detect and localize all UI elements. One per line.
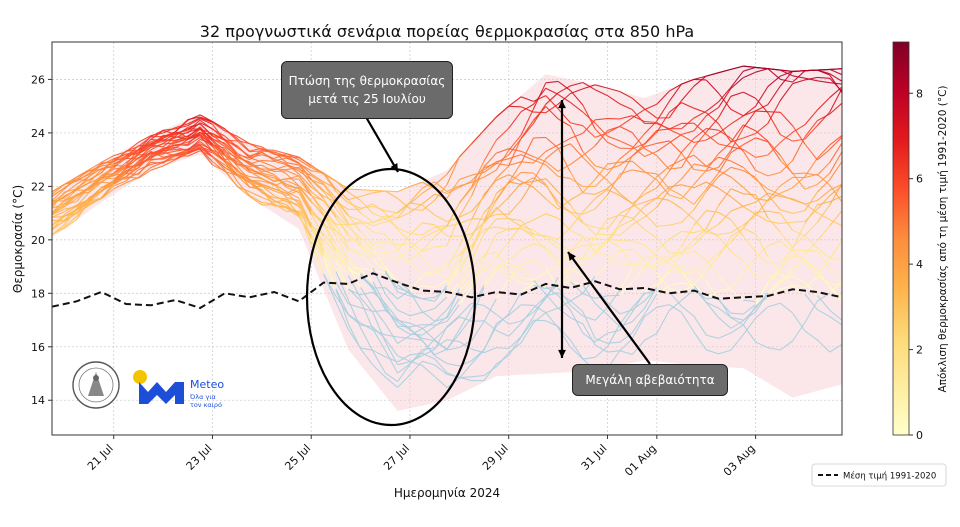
- chart-title: 32 προγνωστικά σενάρια πορείας θερμοκρασ…: [200, 22, 694, 41]
- annotation-temperature-drop: Πτώση της θερμοκρασίας μετά τις 25 Ιουλί…: [281, 61, 453, 119]
- scenario-line-segment: [533, 138, 545, 139]
- colorbar-tick-label: 8: [916, 87, 923, 100]
- y-tick-label: 22: [31, 180, 45, 193]
- x-tick-label: 31 Jul: [579, 442, 610, 473]
- colorbar-tick-label: 0: [916, 429, 923, 442]
- meteo-name: Meteo: [190, 378, 224, 391]
- scenario-line-segment: [373, 259, 385, 260]
- x-tick-label: 21 Jul: [85, 442, 116, 473]
- colorbar-tick-label: 4: [916, 258, 923, 271]
- y-tick-label: 26: [31, 73, 45, 86]
- scenario-line-segment: [101, 182, 113, 183]
- y-axis-label: Θερμοκρασία (°C): [11, 185, 25, 293]
- colorbar-ticks: 0 2 4 6 8: [909, 87, 923, 442]
- y-axis-ticks: 14 16 18 20 22 24 26: [31, 73, 52, 407]
- scenario-line-segment: [361, 190, 373, 191]
- x-tick-label: 23 Jul: [184, 442, 215, 473]
- scenario-line-segment: [348, 268, 360, 269]
- scenario-line-segment: [422, 325, 434, 326]
- scenario-line-segment: [830, 284, 842, 285]
- x-tick-label: 25 Jul: [282, 442, 313, 473]
- scenario-line-segment: [287, 179, 299, 180]
- colorbar-label: Απόκλιση θερμοκρασίας από τη μέση τιμή 1…: [937, 85, 949, 392]
- scenario-line-segment: [533, 112, 545, 113]
- annotation-high-uncertainty: Μεγάλη αβεβαιότητα: [572, 364, 728, 396]
- scenario-line-segment: [620, 241, 632, 242]
- y-tick-label: 14: [31, 394, 45, 407]
- scenario-line-segment: [472, 219, 484, 220]
- y-tick-label: 18: [31, 287, 45, 300]
- scenario-line-segment: [274, 206, 286, 207]
- x-tick-label: 29 Jul: [480, 442, 511, 473]
- logo-observatory: [73, 362, 119, 408]
- scenario-line-segment: [645, 257, 657, 258]
- x-tick-label: 01 Aug: [622, 442, 659, 479]
- colorbar-tick-label: 6: [916, 173, 923, 186]
- scenario-line-segment: [348, 189, 360, 190]
- y-tick-label: 24: [31, 127, 45, 140]
- colorbar: [893, 42, 909, 435]
- scenario-line-segment: [521, 305, 533, 306]
- scenario-line-segment: [398, 244, 410, 245]
- scenario-line-segment: [694, 79, 706, 80]
- x-tick-label: 03 Aug: [721, 442, 758, 479]
- y-tick-label: 20: [31, 234, 45, 247]
- scenario-line-segment: [817, 69, 829, 70]
- x-axis-label: Ημερομηνία 2024: [394, 486, 500, 500]
- scenario-line-segment: [793, 173, 805, 174]
- legend: Μέση τιμή 1991-2020: [812, 464, 946, 486]
- scenario-line-segment: [608, 295, 620, 296]
- arrow-temperature-drop: [366, 117, 398, 172]
- legend-entry-climatology: Μέση τιμή 1991-2020: [843, 471, 936, 482]
- meteo-tagline-2: τον καιρό: [190, 401, 222, 409]
- x-tick-label: 27 Jul: [381, 442, 412, 473]
- scenario-line-segment: [373, 190, 385, 191]
- scenario-line-segment: [805, 70, 817, 71]
- x-axis-ticks: 21 Jul 23 Jul 25 Jul 27 Jul 29 Jul 31 Jul 01 A…: [85, 435, 758, 479]
- colorbar-tick-label: 2: [916, 344, 923, 357]
- scenario-line-segment: [521, 172, 533, 173]
- scenario-line-segment: [793, 71, 805, 72]
- logo-meteo: Meteo Όλα για τον καιρό: [133, 370, 224, 409]
- scenario-line-segment: [830, 69, 842, 70]
- scenario-line-segment: [509, 106, 521, 107]
- meteo-tagline-1: Όλα για: [189, 393, 216, 401]
- y-tick-label: 16: [31, 341, 45, 354]
